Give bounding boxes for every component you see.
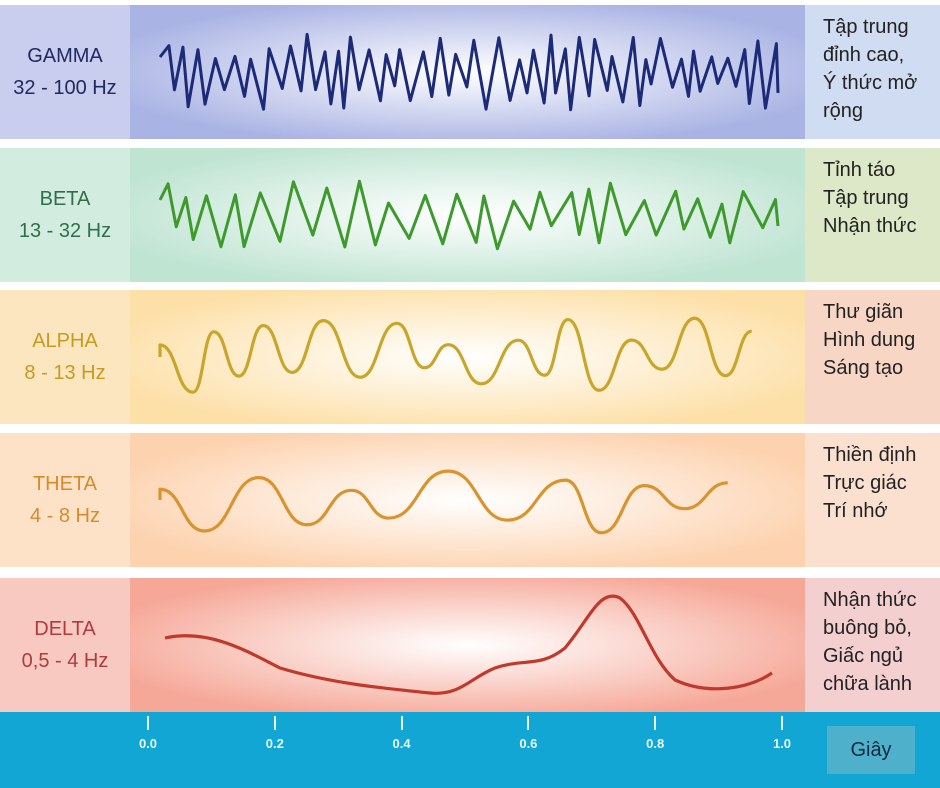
waveform-line	[158, 32, 780, 112]
band-frequency: 0,5 - 4 Hz	[21, 650, 109, 672]
wave-area	[130, 578, 805, 712]
axis-tick	[527, 716, 530, 730]
description-line: rộng	[823, 100, 864, 122]
band-label: THETA 4 - 8 Hz	[0, 433, 130, 567]
band-name: DELTA	[34, 618, 96, 640]
description-line: Trực giác	[823, 472, 907, 494]
axis-tick-label: 0.8	[646, 736, 665, 751]
wave-area	[130, 5, 805, 139]
waveform-alpha	[158, 316, 753, 394]
description-line: Tập trung	[823, 16, 909, 38]
band-row-beta: BETA 13 - 32 Hz Tỉnh táo Tập trung Nhận th…	[0, 148, 940, 282]
description-line: Nhận thức	[823, 589, 917, 611]
waveform-line	[158, 469, 728, 535]
band-label: BETA 13 - 32 Hz	[0, 148, 130, 282]
band-description: Tỉnh táo Tập trung Nhận thức	[805, 148, 940, 282]
wave-area	[130, 148, 805, 282]
description-line: Thiền định	[823, 444, 917, 466]
waveform-delta	[164, 594, 773, 695]
description-line: đỉnh cao,	[823, 44, 905, 66]
band-description: Thư giãn Hình dung Sáng tạo	[805, 290, 940, 424]
axis-tick	[273, 716, 276, 730]
axis-tick	[654, 716, 657, 730]
waveform-gamma	[158, 32, 780, 112]
band-label: GAMMA 32 - 100 Hz	[0, 5, 130, 139]
axis-tick-label: 1.0	[772, 736, 792, 751]
description-line: Nhận thức	[823, 215, 917, 237]
axis-unit-label: Giây	[827, 726, 915, 774]
band-label: ALPHA 8 - 13 Hz	[0, 290, 130, 424]
band-label: DELTA 0,5 - 4 Hz	[0, 578, 130, 712]
band-name: THETA	[32, 473, 98, 495]
wave-area	[130, 290, 805, 424]
axis-tick-label: 0.4	[392, 736, 411, 751]
band-frequency: 4 - 8 Hz	[29, 505, 101, 527]
axis-tick	[147, 716, 149, 730]
axis-tick	[400, 716, 403, 730]
description-line: Hình dung	[823, 329, 916, 351]
wave-area	[130, 433, 805, 567]
band-description: Nhận thức buông bỏ, Giấc ngủ chữa lành	[805, 578, 940, 712]
waveform-beta	[158, 179, 780, 251]
band-row-alpha: ALPHA 8 - 13 Hz Thư giãn Hình dung Sáng tạ…	[0, 290, 940, 424]
description-line: Sáng tạo	[823, 357, 904, 379]
band-row-delta: DELTA 0,5 - 4 Hz Nhận thức buông bỏ, Giấc …	[0, 578, 940, 712]
axis-tick-label: 0.6	[519, 736, 538, 751]
band-frequency: 13 - 32 Hz	[18, 220, 112, 242]
waveform-theta	[158, 469, 728, 535]
axis-tick-label: 0.0	[138, 736, 158, 751]
time-axis: Giây 0.0 0.2 0.4 0.6 0.8 1.0	[0, 712, 940, 788]
band-frequency: 32 - 100 Hz	[13, 77, 117, 99]
band-name: BETA	[39, 188, 91, 210]
description-line: Tập trung	[823, 187, 909, 209]
description-line: buông bỏ,	[823, 617, 912, 639]
band-description: Tập trung đỉnh cao, Ý thức mở rộng	[805, 5, 940, 139]
band-row-gamma: GAMMA 32 - 100 Hz Tập trung đỉnh cao, Ý th…	[0, 5, 940, 139]
description-line: Ý thức mở	[823, 72, 918, 94]
band-frequency: 8 - 13 Hz	[24, 362, 106, 384]
description-line: Thư giãn	[823, 301, 904, 323]
axis-tick-label: 0.2	[265, 736, 284, 751]
axis-tick	[781, 716, 783, 730]
waveform-line	[158, 179, 780, 251]
description-line: Trí nhớ	[823, 500, 888, 522]
description-line: Giấc ngủ	[823, 645, 904, 667]
band-name: ALPHA	[32, 330, 98, 352]
description-line: chữa lành	[823, 673, 913, 695]
waveform-line	[164, 594, 773, 695]
band-name: GAMMA	[27, 45, 103, 67]
band-row-theta: THETA 4 - 8 Hz Thiền định Trực giác Trí nh…	[0, 433, 940, 567]
description-line: Tỉnh táo	[823, 159, 896, 181]
band-description: Thiền định Trực giác Trí nhớ	[805, 433, 940, 567]
waveform-line	[158, 316, 753, 394]
